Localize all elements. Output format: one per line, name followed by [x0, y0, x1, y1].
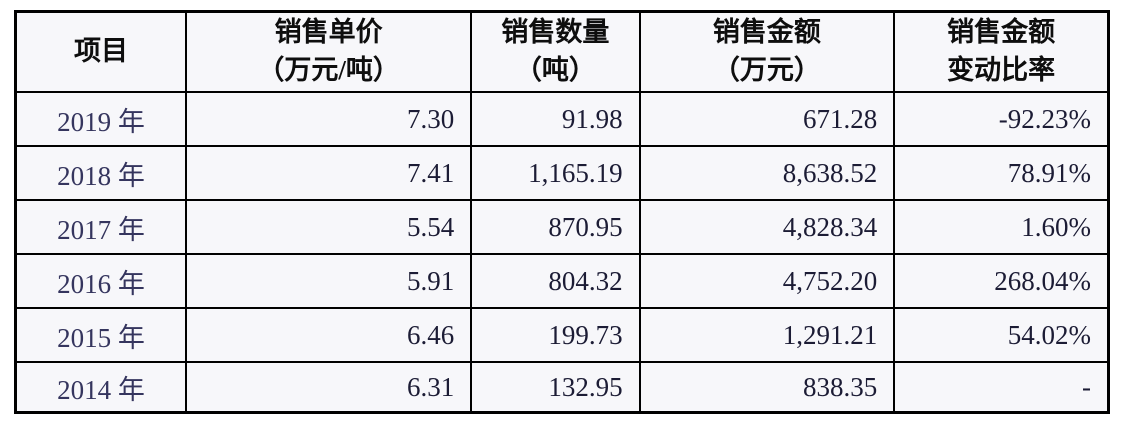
- table-body: 2019 年 7.30 91.98 671.28 -92.23% 2018 年 …: [14, 91, 1110, 414]
- change-ratio-cell: 54.02%: [893, 307, 1110, 363]
- table-row-2014: 2014 年 6.31 132.95 838.35 -: [14, 361, 1110, 414]
- change-ratio-cell: -: [893, 361, 1110, 414]
- table-row-2019: 2019 年 7.30 91.98 671.28 -92.23%: [14, 91, 1110, 147]
- table-row-2018: 2018 年 7.41 1,165.19 8,638.52 78.91%: [14, 145, 1110, 201]
- change-ratio-cell: 1.60%: [893, 199, 1110, 255]
- header-item: 项目: [14, 10, 187, 93]
- header-line: 销售数量: [501, 17, 610, 48]
- header-line: 变动比率: [947, 55, 1056, 85]
- header-row: 项目 销售单价 （万元/吨） 销售数量 （吨） 销售金额 （万元） 销售金额变动比率: [14, 10, 1110, 93]
- table-row-2016: 2016 年 5.91 804.32 4,752.20 268.04%: [14, 253, 1110, 309]
- quantity-cell: 132.95: [470, 361, 641, 414]
- unit-price-cell: 5.54: [184, 199, 473, 255]
- year-cell: 2015 年: [14, 307, 187, 363]
- amount-cell: 4,828.34: [638, 199, 896, 255]
- table-row-2017: 2017 年 5.54 870.95 4,828.34 1.60%: [14, 199, 1110, 255]
- quantity-cell: 870.95: [470, 199, 641, 255]
- header-line: （吨）: [514, 55, 596, 85]
- change-ratio-cell: -92.23%: [893, 91, 1110, 147]
- header-line: 销售单价: [274, 17, 383, 48]
- unit-price-cell: 6.31: [184, 361, 473, 414]
- header-line: 销售金额: [712, 17, 821, 48]
- amount-cell: 4,752.20: [638, 253, 896, 309]
- table-header: 项目 销售单价 （万元/吨） 销售数量 （吨） 销售金额 （万元） 销售金额变动比率: [14, 10, 1110, 93]
- header-line: 销售金额: [947, 17, 1056, 48]
- unit-price-cell: 7.30: [184, 91, 473, 147]
- quantity-cell: 91.98: [470, 91, 641, 147]
- header-unit-price: 销售单价 （万元/吨）: [184, 10, 473, 93]
- quantity-cell: 1,165.19: [470, 145, 641, 201]
- quantity-cell: 199.73: [470, 307, 641, 363]
- year-cell: 2017 年: [14, 199, 187, 255]
- change-ratio-cell: 78.91%: [893, 145, 1110, 201]
- amount-cell: 1,291.21: [638, 307, 896, 363]
- amount-cell: 671.28: [638, 91, 896, 147]
- year-cell: 2018 年: [14, 145, 187, 201]
- unit-price-cell: 6.46: [184, 307, 473, 363]
- unit-price-cell: 7.41: [184, 145, 473, 201]
- table-row-2015: 2015 年 6.46 199.73 1,291.21 54.02%: [14, 307, 1110, 363]
- header-quantity: 销售数量 （吨）: [470, 10, 641, 93]
- sales-data-table-container: 项目 销售单价 （万元/吨） 销售数量 （吨） 销售金额 （万元） 销售金额 变动比率 …: [14, 10, 1110, 414]
- unit-price-cell: 5.91: [184, 253, 473, 309]
- header-line: （万元/吨）: [257, 55, 400, 85]
- header-change-ratio: 销售金额 变动比率: [893, 10, 1110, 93]
- header-line: （万元）: [712, 55, 821, 85]
- year-cell: 2016 年: [14, 253, 187, 309]
- change-ratio-cell: 268.04%: [893, 253, 1110, 309]
- sales-data-table: 项目 销售单价 （万元/吨） 销售数量 （吨） 销售金额 （万元） 销售金额 变动比率 …: [14, 10, 1110, 414]
- header-amount: 销售金额 （万元）: [638, 10, 896, 93]
- amount-cell: 8,638.52: [638, 145, 896, 201]
- amount-cell: 838.35: [638, 361, 896, 414]
- header-line: 项目: [74, 36, 128, 67]
- year-cell: 2014 年: [14, 361, 187, 414]
- quantity-cell: 804.32: [470, 253, 641, 309]
- year-cell: 2019 年: [14, 91, 187, 147]
